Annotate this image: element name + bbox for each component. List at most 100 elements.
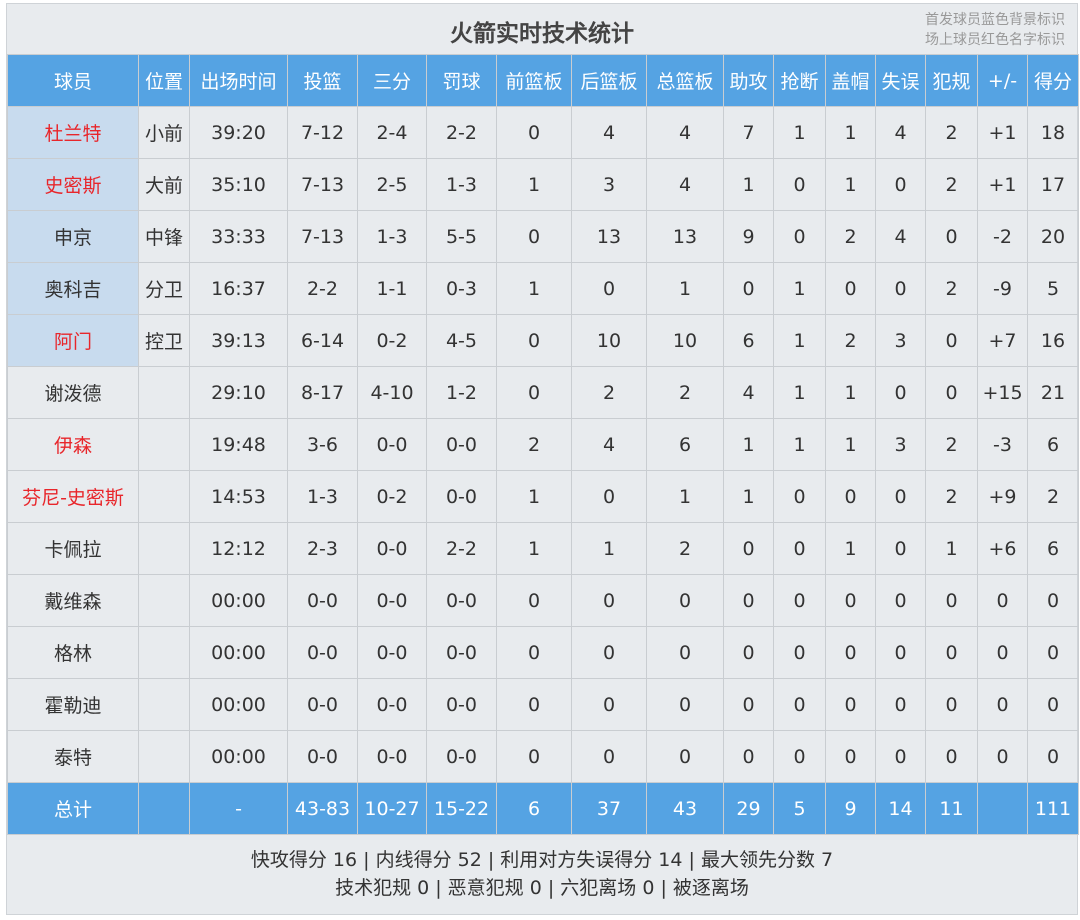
stat-cell: 0 (875, 574, 926, 627)
total-cell: 9 (825, 782, 876, 835)
total-cell: 43-83 (287, 782, 358, 835)
player-name: 卡佩拉 (7, 522, 139, 575)
stat-cell: 1 (773, 366, 826, 419)
stat-cell: 1-1 (357, 262, 427, 315)
stat-cell: 7-13 (287, 158, 358, 211)
stat-cell: 2 (825, 210, 876, 263)
stat-cell: 0 (875, 158, 926, 211)
stat-cell: 0-0 (287, 574, 358, 627)
total-cell: 29 (723, 782, 774, 835)
player-row: 芬尼-史密斯 14:53 1-3 0-2 0-0 1 0 1 1 0 0 0 2 +9 2 (7, 470, 1079, 523)
column-header: 后篮板 (571, 54, 647, 107)
stat-cell: 5-5 (426, 210, 497, 263)
player-row: 史密斯 大前 35:10 7-13 2-5 1-3 1 3 4 1 0 1 0 2 +1 17 (7, 158, 1079, 211)
stat-cell: 0-0 (426, 626, 497, 679)
stat-cell: 1 (825, 106, 876, 159)
stat-cell: +1 (977, 158, 1028, 211)
stat-cell: +9 (977, 470, 1028, 523)
stat-cell: 0 (773, 470, 826, 523)
stat-cell: 0 (571, 470, 647, 523)
stat-cell: 19:48 (189, 418, 288, 471)
stat-cell: 13 (571, 210, 647, 263)
stat-cell: 2 (496, 418, 572, 471)
stat-cell: 4-5 (426, 314, 497, 367)
stat-cell: 0 (773, 626, 826, 679)
player-row: 泰特 00:00 0-0 0-0 0-0 0 0 0 0 0 0 0 0 0 0 (7, 730, 1079, 783)
stat-cell: 2 (571, 366, 647, 419)
player-row: 卡佩拉 12:12 2-3 0-0 2-2 1 1 2 0 0 1 0 1 +6 6 (7, 522, 1079, 575)
stat-cell: 2-4 (357, 106, 427, 159)
total-cell (138, 782, 190, 835)
player-row: 伊森 19:48 3-6 0-0 0-0 2 4 6 1 1 1 3 2 -3 6 (7, 418, 1079, 471)
stat-cell: 0 (875, 678, 926, 731)
player-row: 霍勒迪 00:00 0-0 0-0 0-0 0 0 0 0 0 0 0 0 0 0 (7, 678, 1079, 731)
stat-cell: 0-2 (357, 470, 427, 523)
stat-cell: 0-0 (357, 626, 427, 679)
player-row: 奥科吉 分卫 16:37 2-2 1-1 0-3 1 0 1 0 1 0 0 2 -9 5 (7, 262, 1079, 315)
stat-cell: 3 (571, 158, 647, 211)
stat-cell: 2-3 (287, 522, 358, 575)
stat-cell: 14:53 (189, 470, 288, 523)
stat-cell: 0 (925, 730, 978, 783)
stat-cell: 0 (977, 678, 1028, 731)
total-cell: - (189, 782, 288, 835)
player-name: 阿门 (7, 314, 139, 367)
column-header: 助攻 (723, 54, 774, 107)
total-cell: 6 (496, 782, 572, 835)
stat-cell: 0 (496, 574, 572, 627)
stat-cell: 0-0 (426, 730, 497, 783)
stat-cell: 17 (1027, 158, 1079, 211)
stat-cell: 0 (646, 678, 724, 731)
stat-cell: -3 (977, 418, 1028, 471)
column-header: 位置 (138, 54, 190, 107)
stat-cell: 0 (723, 730, 774, 783)
player-name: 伊森 (7, 418, 139, 471)
stat-cell: 10 (571, 314, 647, 367)
total-cell: 总计 (7, 782, 139, 835)
stat-cell: 8-17 (287, 366, 358, 419)
stat-cell: 6 (723, 314, 774, 367)
stat-cell (138, 522, 190, 575)
stat-cell: 0-0 (357, 522, 427, 575)
stat-cell: 0 (773, 158, 826, 211)
stat-cell: 0 (1027, 730, 1079, 783)
stat-cell: 0-0 (426, 678, 497, 731)
stat-cell: +7 (977, 314, 1028, 367)
player-name: 杜兰特 (7, 106, 139, 159)
stat-cell: 0 (646, 574, 724, 627)
stat-cell: 0 (773, 678, 826, 731)
player-name: 戴维森 (7, 574, 139, 627)
stat-cell (138, 418, 190, 471)
stat-cell: 9 (723, 210, 774, 263)
stat-cell: 1 (496, 262, 572, 315)
stat-cell: 2-2 (426, 106, 497, 159)
stat-cell: 0 (875, 366, 926, 419)
stat-cell: 控卫 (138, 314, 190, 367)
stat-cell: 0-0 (426, 418, 497, 471)
stat-cell: 39:20 (189, 106, 288, 159)
stat-cell: 7-13 (287, 210, 358, 263)
stat-cell: 2-2 (426, 522, 497, 575)
legend-on-court: 场上球员红色名字标识 (925, 32, 1065, 48)
stat-cell: 2 (925, 470, 978, 523)
stat-cell: 0 (925, 366, 978, 419)
legend: 首发球员蓝色背景标识 场上球员红色名字标识 (925, 10, 1065, 50)
stat-cell: 1 (723, 470, 774, 523)
stat-cell: 6 (1027, 418, 1079, 471)
stat-cell: 0 (496, 678, 572, 731)
player-row: 申京 中锋 33:33 7-13 1-3 5-5 0 13 13 9 0 2 4 0 -2 20 (7, 210, 1079, 263)
stat-cell: 1 (496, 470, 572, 523)
stat-cell: 0-0 (287, 626, 358, 679)
stat-cell: 13 (646, 210, 724, 263)
stat-cell: 2-5 (357, 158, 427, 211)
stat-cell: 0 (1027, 678, 1079, 731)
stat-cell: 0 (825, 730, 876, 783)
stat-cell: 0 (925, 314, 978, 367)
stat-cell: 0 (496, 106, 572, 159)
stat-cell: 1 (773, 106, 826, 159)
player-name: 霍勒迪 (7, 678, 139, 731)
stat-cell: 6 (646, 418, 724, 471)
stat-cell: 2 (925, 106, 978, 159)
stat-cell: 3 (875, 314, 926, 367)
total-cell: 10-27 (357, 782, 427, 835)
